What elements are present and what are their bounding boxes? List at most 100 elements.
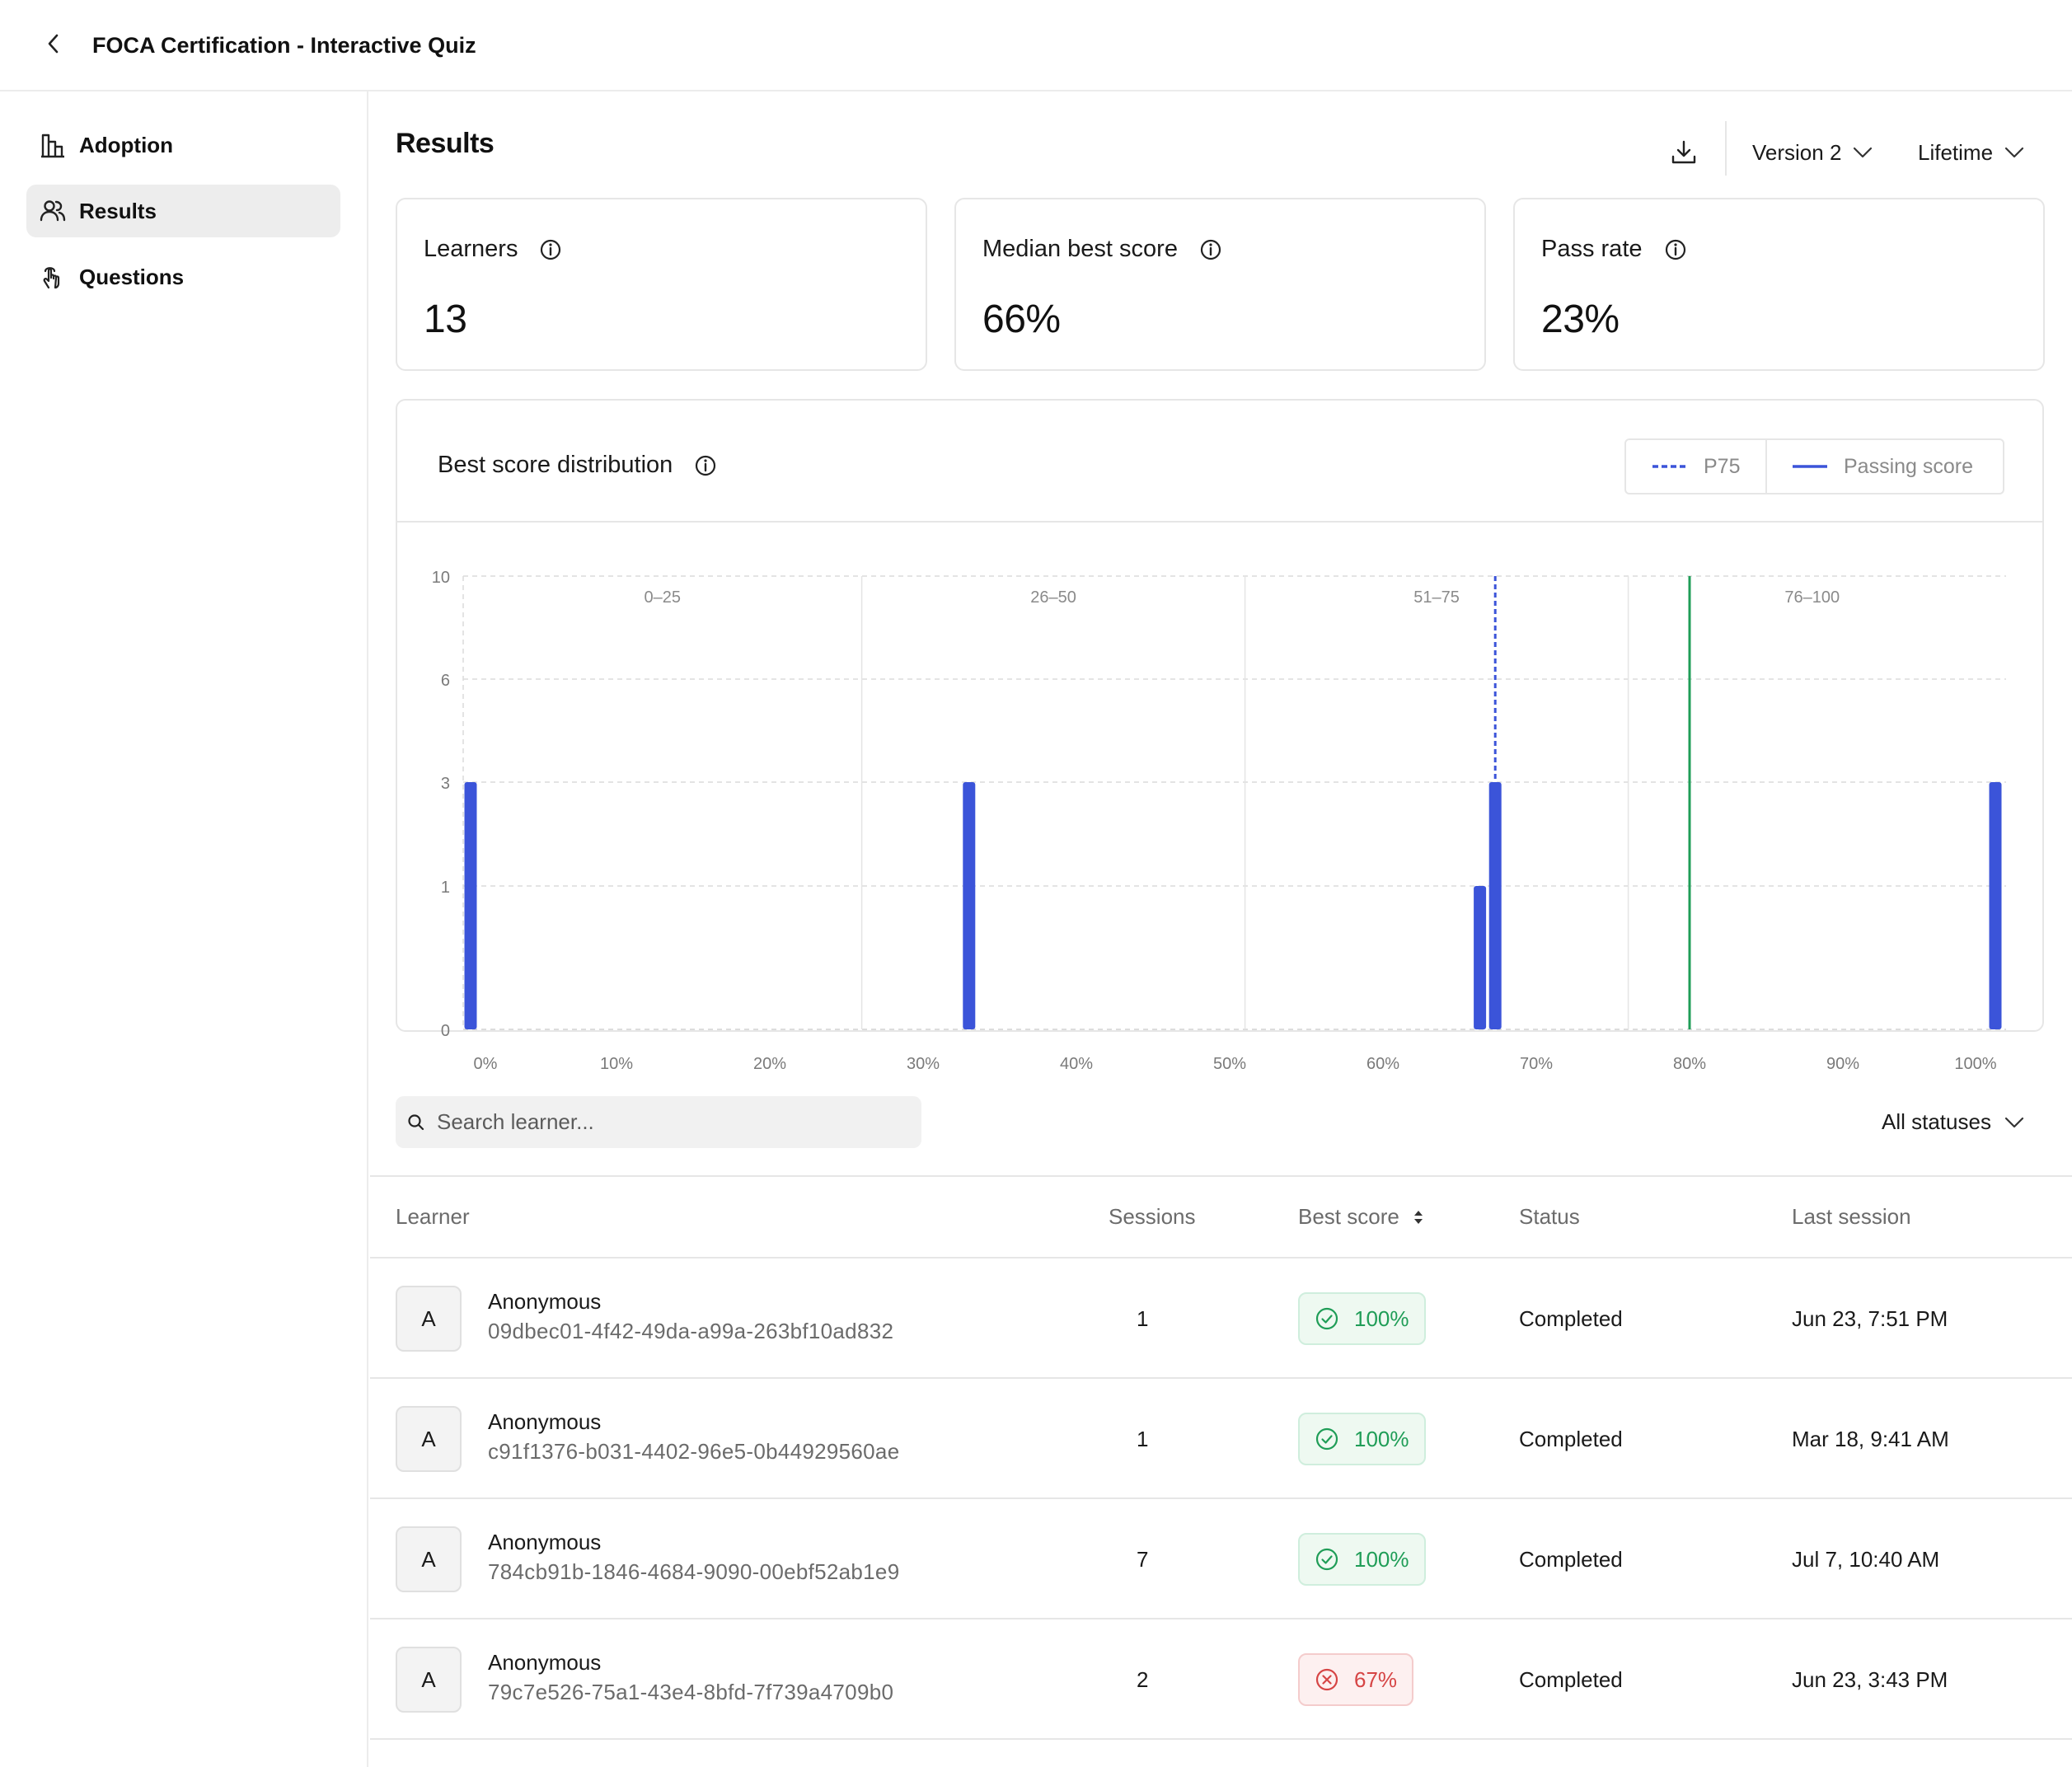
x-tick-label: 40% bbox=[1060, 1055, 1093, 1073]
learner-id: 79c7e526-75a1-43e4-8bfd-7f739a4709b0 bbox=[488, 1680, 894, 1704]
sidebar-item-questions[interactable]: Questions bbox=[26, 251, 340, 303]
learner-name: Anonymous bbox=[488, 1530, 602, 1554]
best-score-value: 100% bbox=[1354, 1305, 1409, 1331]
x-tick-label: 80% bbox=[1673, 1055, 1706, 1073]
version-dropdown-label: Version 2 bbox=[1752, 139, 1842, 165]
table-row[interactable]: A Anonymous 784cb91b-1846-4684-9090-00eb… bbox=[370, 1499, 2072, 1619]
table-row[interactable]: A Anonymous c91f1376-b031-4402-96e5-0b44… bbox=[370, 1379, 2072, 1499]
download-icon bbox=[1671, 140, 1696, 164]
sessions-count: 2 bbox=[1137, 1667, 1149, 1692]
page-title: Results bbox=[396, 128, 495, 159]
status-filter-label: All statuses bbox=[1882, 1109, 1991, 1134]
search-icon bbox=[407, 1113, 425, 1132]
sidebar-item-label: Adoption bbox=[79, 133, 174, 157]
x-tick-label: 60% bbox=[1366, 1055, 1399, 1073]
bar-chart-icon bbox=[38, 130, 68, 160]
table-row[interactable]: A Anonymous 79c7e526-75a1-43e4-8bfd-7f73… bbox=[370, 1619, 2072, 1740]
avatar: A bbox=[396, 1406, 462, 1472]
best-score-badge: 67% bbox=[1298, 1653, 1414, 1706]
sidebar-item-adoption[interactable]: Adoption bbox=[26, 119, 340, 171]
stat-label-row: Learners bbox=[424, 236, 562, 263]
learner-name: Anonymous bbox=[488, 1409, 602, 1434]
status-filter-dropdown[interactable]: All statuses bbox=[1882, 1096, 2024, 1148]
stat-value: 13 bbox=[424, 298, 467, 341]
last-session-date: Jul 7, 10:40 AM bbox=[1792, 1547, 1940, 1572]
period-dropdown-label: Lifetime bbox=[1918, 139, 1994, 165]
sidebar-item-label: Questions bbox=[79, 265, 185, 289]
legend-item-passing-score[interactable]: Passing score bbox=[1765, 440, 2003, 493]
x-tick-label: 30% bbox=[907, 1055, 940, 1073]
check-circle-icon bbox=[1315, 1547, 1339, 1572]
sidebar-item-label: Results bbox=[79, 199, 157, 223]
table-row[interactable]: A Anonymous 09dbec01-4f42-49da-a99a-263b… bbox=[370, 1258, 2072, 1379]
sessions-count: 1 bbox=[1137, 1427, 1149, 1451]
chart-legend: P75 Passing score bbox=[1624, 438, 2004, 494]
best-score-value: 67% bbox=[1354, 1666, 1398, 1692]
learner-id: 09dbec01-4f42-49da-a99a-263bf10ad832 bbox=[488, 1319, 894, 1343]
x-tick-label: 100% bbox=[1954, 1055, 1996, 1073]
search-learner-input[interactable] bbox=[437, 1109, 898, 1135]
version-dropdown[interactable]: Version 2 bbox=[1752, 129, 1873, 176]
chart-header: Best score distribution P75 Passing scor… bbox=[397, 401, 2042, 523]
search-box[interactable] bbox=[396, 1096, 921, 1148]
avatar: A bbox=[396, 1286, 462, 1352]
learner-id: 784cb91b-1846-4684-9090-00ebf52ab1e9 bbox=[488, 1559, 900, 1584]
info-icon[interactable] bbox=[694, 454, 717, 477]
app-title: FOCA Certification - Interactive Quiz bbox=[92, 33, 476, 58]
avatar: A bbox=[396, 1526, 462, 1592]
chevron-down-icon bbox=[2004, 147, 2024, 158]
toolbar-divider bbox=[1725, 121, 1727, 176]
legend-label: Passing score bbox=[1844, 454, 1974, 478]
status-text: Completed bbox=[1519, 1547, 1623, 1572]
best-score-distribution-card: Best score distribution P75 Passing scor… bbox=[396, 399, 2044, 1032]
stat-label: Pass rate bbox=[1541, 236, 1643, 262]
column-header-sessions[interactable]: Sessions bbox=[1109, 1204, 1196, 1229]
info-icon[interactable] bbox=[1199, 238, 1222, 261]
avatar: A bbox=[396, 1647, 462, 1713]
sort-icon[interactable] bbox=[1413, 1208, 1424, 1226]
column-header-best-score[interactable]: Best score bbox=[1298, 1177, 1424, 1257]
back-button[interactable] bbox=[40, 30, 68, 58]
sessions-count: 7 bbox=[1137, 1547, 1149, 1572]
info-icon[interactable] bbox=[1664, 238, 1687, 261]
x-tick-label: 70% bbox=[1520, 1055, 1553, 1073]
learner-name: Anonymous bbox=[488, 1650, 602, 1675]
best-score-value: 100% bbox=[1354, 1426, 1409, 1451]
pointer-hand-icon bbox=[38, 262, 68, 292]
stat-card-learners: Learners 13 bbox=[396, 198, 927, 371]
info-icon[interactable] bbox=[539, 238, 562, 261]
best-score-badge: 100% bbox=[1298, 1413, 1426, 1465]
last-session-date: Jun 23, 7:51 PM bbox=[1792, 1306, 1948, 1331]
stat-label-row: Pass rate bbox=[1541, 236, 1687, 263]
chevron-down-icon bbox=[1853, 147, 1873, 158]
last-session-date: Mar 18, 9:41 AM bbox=[1792, 1427, 1949, 1451]
x-tick-label: 20% bbox=[753, 1055, 786, 1073]
chart-title-row: Best score distribution bbox=[438, 452, 717, 479]
check-circle-icon bbox=[1315, 1427, 1339, 1451]
column-header-learner[interactable]: Learner bbox=[396, 1204, 470, 1229]
column-header-label: Best score bbox=[1298, 1204, 1399, 1229]
check-circle-icon bbox=[1315, 1306, 1339, 1331]
column-header-status[interactable]: Status bbox=[1519, 1204, 1580, 1229]
legend-item-p75[interactable]: P75 bbox=[1626, 440, 1765, 493]
last-session-date: Jun 23, 3:43 PM bbox=[1792, 1667, 1948, 1692]
download-button[interactable] bbox=[1661, 129, 1707, 176]
users-icon bbox=[38, 196, 68, 226]
status-text: Completed bbox=[1519, 1427, 1623, 1451]
stat-label: Learners bbox=[424, 236, 518, 262]
best-score-value: 100% bbox=[1354, 1546, 1409, 1572]
main-content: Results Version 2 Lifetime Learners 13 M… bbox=[370, 91, 2072, 1767]
sidebar-item-results[interactable]: Results bbox=[26, 185, 340, 237]
best-score-badge: 100% bbox=[1298, 1533, 1426, 1586]
period-dropdown[interactable]: Lifetime bbox=[1918, 129, 2024, 176]
stat-label: Median best score bbox=[982, 236, 1178, 262]
legend-label: P75 bbox=[1704, 454, 1741, 478]
sidebar: Adoption Results Questions bbox=[0, 91, 368, 1767]
stat-card-median-best-score: Median best score 66% bbox=[954, 198, 1486, 371]
column-header-last-session[interactable]: Last session bbox=[1792, 1204, 1911, 1229]
learner-name: Anonymous bbox=[488, 1289, 602, 1314]
status-text: Completed bbox=[1519, 1306, 1623, 1331]
status-text: Completed bbox=[1519, 1667, 1623, 1692]
stat-value: 23% bbox=[1541, 298, 1620, 341]
stat-label-row: Median best score bbox=[982, 236, 1222, 263]
